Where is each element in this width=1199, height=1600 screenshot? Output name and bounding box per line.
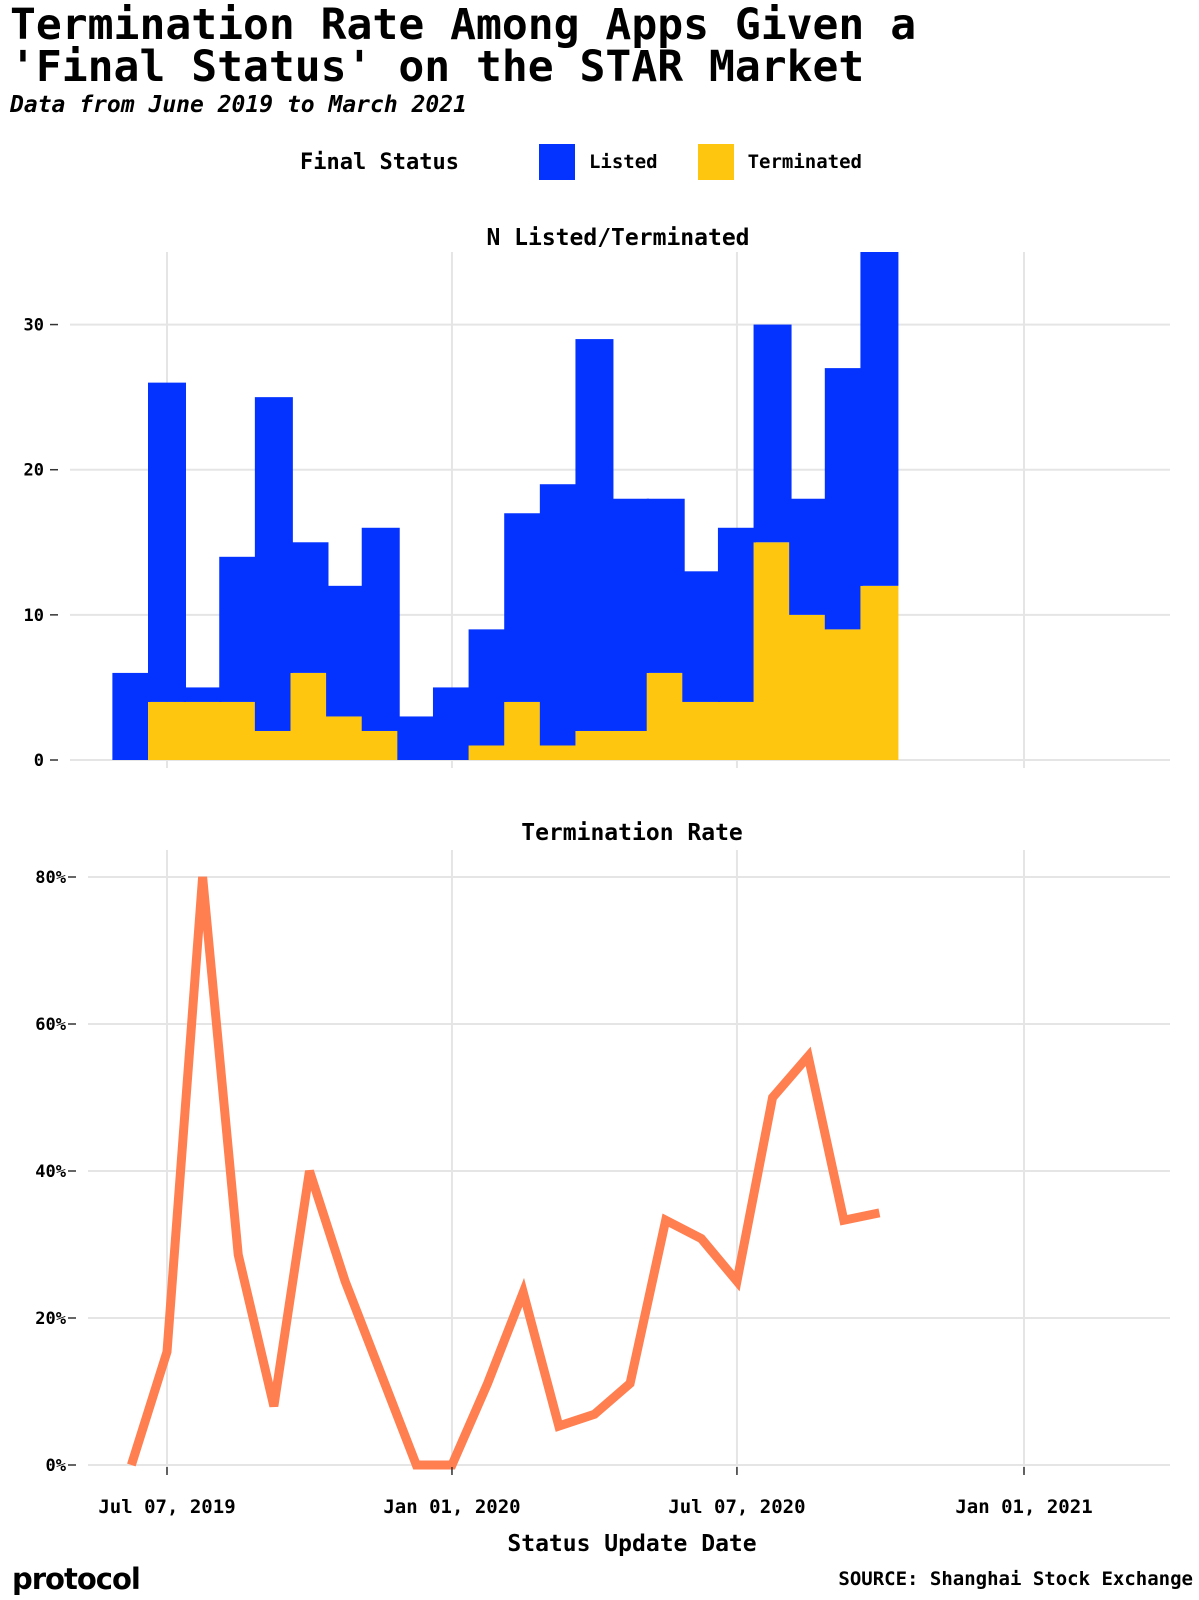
bar-listed — [504, 513, 543, 702]
bar-listed — [575, 339, 614, 731]
legend-label-listed: Listed — [588, 151, 658, 173]
bar-listed — [789, 498, 828, 615]
bar-listed — [753, 324, 792, 543]
bar-terminated — [361, 730, 400, 760]
legend-label-terminated: Terminated — [747, 151, 862, 173]
bar-listed — [682, 571, 721, 702]
bar-terminated — [539, 745, 578, 760]
bar-listed — [611, 498, 650, 731]
bar-listed — [112, 672, 151, 760]
bar-panel-title: N Listed/Terminated — [486, 225, 749, 251]
bar-terminated — [611, 730, 650, 760]
termination-rate-line — [127, 876, 881, 1470]
legend-swatch-terminated — [697, 144, 734, 180]
bar-terminated — [290, 672, 329, 760]
bar-listed — [183, 687, 222, 702]
chart-title: Termination Rate Among Apps Given a 'Fin… — [10, 0, 1190, 92]
bar-listed — [361, 527, 400, 731]
chart-title-line-1: Termination Rate Among Apps Given a — [10, 0, 917, 50]
bar-listed — [717, 527, 756, 702]
x-tick-label: Jul 07, 2019 — [98, 1496, 235, 1518]
bar-tick-label-y: 20 — [24, 461, 44, 481]
bar-terminated — [183, 701, 222, 760]
bar-terminated — [219, 701, 258, 760]
bar-tick-label-y: 30 — [24, 316, 44, 336]
bar-terminated — [575, 730, 614, 760]
bar-listed — [290, 542, 329, 673]
legend: Final Status Listed Terminated — [300, 142, 902, 182]
x-axis-label: Status Update Date — [507, 1531, 756, 1557]
line-tick-label-y: 40% — [35, 1162, 66, 1182]
bar-listed — [468, 629, 507, 746]
bar-listed — [254, 397, 293, 731]
bar-terminated — [254, 730, 293, 760]
bar-terminated — [148, 701, 186, 760]
line-tick-label-y: 20% — [35, 1309, 66, 1329]
bar-terminated — [753, 542, 792, 760]
bar-terminated — [824, 629, 863, 760]
protocol-logo: protocol — [12, 1562, 141, 1596]
bar-listed — [326, 585, 365, 717]
bar-terminated — [682, 701, 721, 760]
line-panel: Termination Rate 0% 20% 40% 60% 80% — [35, 820, 1170, 1476]
bar-listed — [860, 252, 899, 586]
bar-listed — [148, 382, 186, 702]
bar-terminated — [504, 701, 543, 760]
bar-panel: N Listed/Terminated 0 10 20 30 — [24, 225, 1170, 771]
chart-subtitle: Data from June 2019 to March 2021 — [10, 92, 467, 118]
bar-listed — [824, 368, 863, 630]
bar-tick-label-y: 0 — [34, 751, 44, 771]
bar-terminated — [717, 701, 756, 760]
bar-listed — [646, 498, 685, 673]
bar-listed — [219, 556, 258, 702]
bar-listed — [397, 716, 436, 760]
bar-terminated — [326, 716, 365, 760]
x-tick-label: Jul 07, 2020 — [668, 1496, 805, 1518]
source-note: SOURCE: Shanghai Stock Exchange — [838, 1568, 1193, 1590]
bar-terminated — [860, 585, 899, 760]
x-axis: Jul 07, 2019 Jan 01, 2020 Jul 07, 2020 Jan … — [98, 1467, 1093, 1557]
chart-title-line-2: 'Final Status' on the STAR Market — [10, 42, 865, 92]
legend-item-listed: Listed — [538, 144, 658, 180]
line-tick-label-y: 80% — [35, 868, 66, 888]
bar-listed — [539, 484, 578, 746]
legend-title: Final Status — [300, 149, 459, 175]
legend-item-terminated: Terminated — [697, 144, 862, 180]
legend-swatch-listed — [538, 144, 575, 180]
bar-listed — [432, 687, 471, 760]
bar-terminated — [789, 614, 828, 760]
bar-terminated — [468, 745, 507, 760]
line-tick-label-y: 60% — [35, 1015, 66, 1035]
line-tick-label-y: 0% — [46, 1456, 67, 1476]
bar-tick-label-y: 10 — [24, 606, 44, 626]
bar-terminated — [646, 672, 685, 760]
x-tick-label: Jan 01, 2021 — [955, 1496, 1092, 1518]
line-panel-title: Termination Rate — [521, 820, 743, 846]
x-tick-label: Jan 01, 2020 — [383, 1496, 520, 1518]
